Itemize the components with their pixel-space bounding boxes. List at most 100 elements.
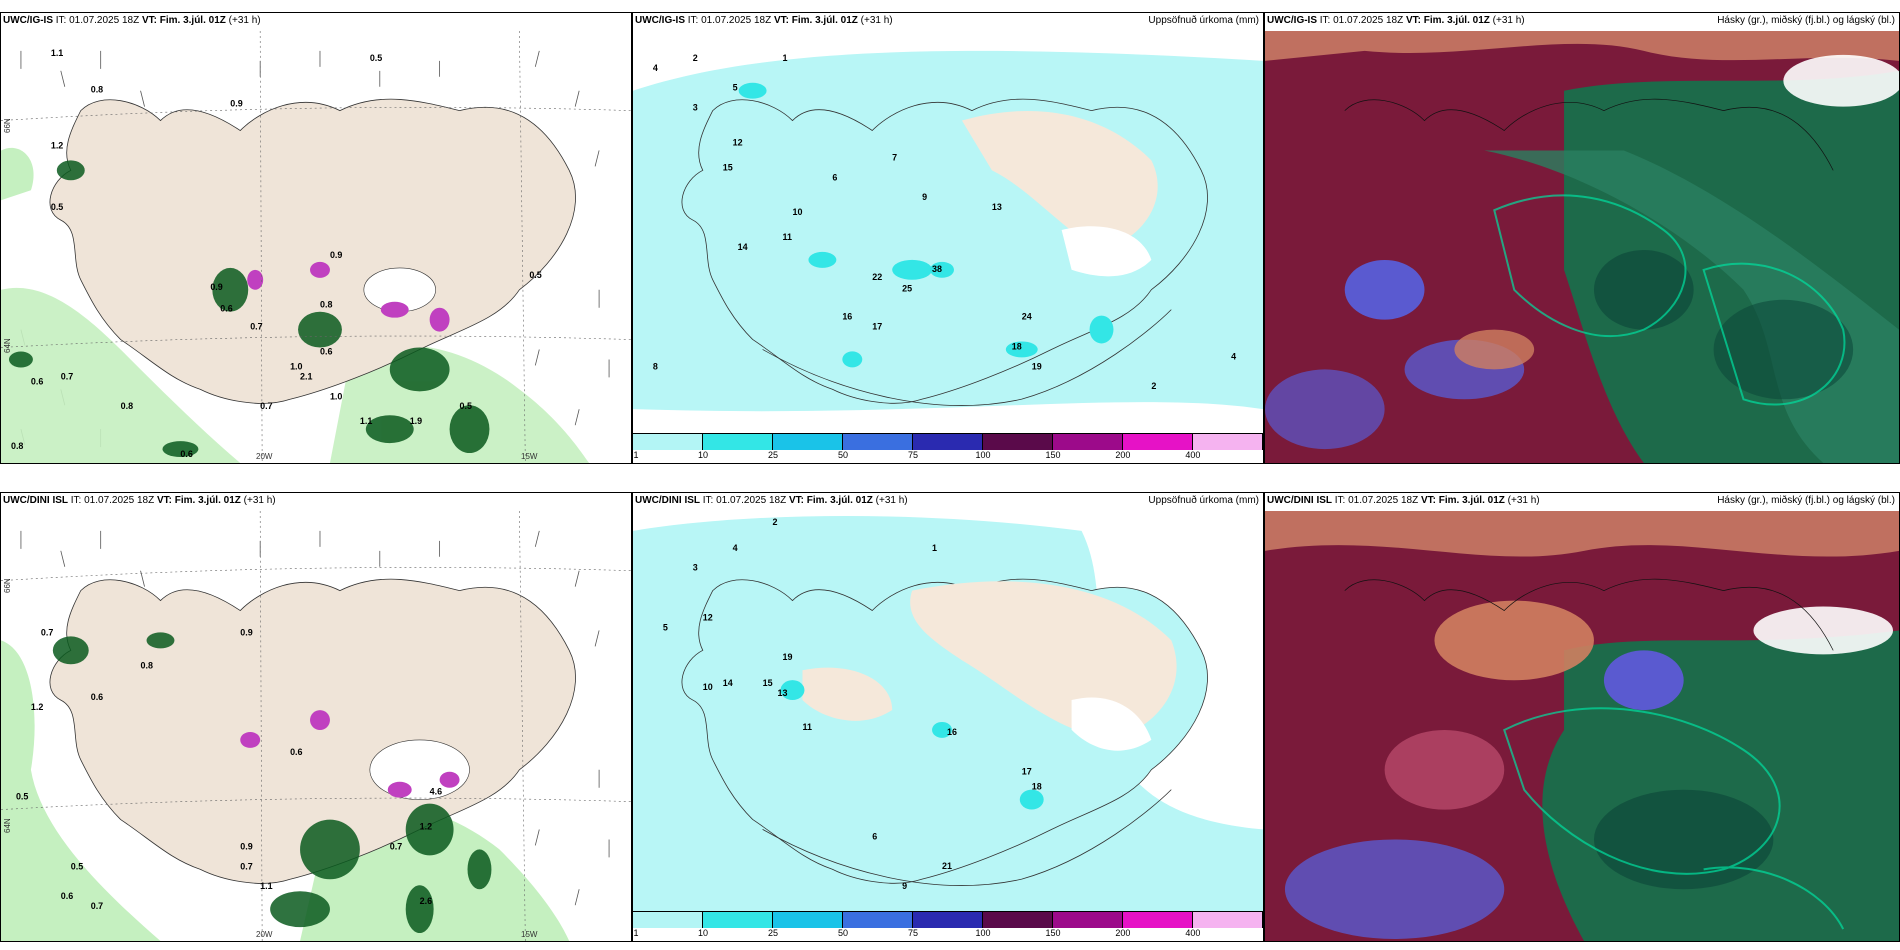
panel-header: UWC/DINI ISL IT: 01.07.2025 18Z VT: Fim.… <box>635 495 908 506</box>
svg-text:1: 1 <box>932 543 937 553</box>
colorbar-label: 200 <box>1115 450 1131 460</box>
panel-wind-top: UWC/IG-IS IT: 01.07.2025 18Z VT: Fim. 3.… <box>0 12 632 464</box>
svg-text:0.6: 0.6 <box>180 449 192 459</box>
svg-text:3: 3 <box>693 563 698 573</box>
svg-text:0.6: 0.6 <box>290 747 302 757</box>
colorbar-swatch <box>1123 912 1193 928</box>
cloud-title: Hásky (gr.), miðský (fj.bl.) og lágský (… <box>1717 495 1895 506</box>
colorbar-label: 100 <box>975 450 991 460</box>
svg-text:2.1: 2.1 <box>300 371 312 381</box>
svg-text:10: 10 <box>703 682 713 692</box>
svg-text:2: 2 <box>773 517 778 527</box>
svg-text:4: 4 <box>733 543 738 553</box>
colorbar-swatch <box>843 434 913 450</box>
lon-label: 20W <box>256 452 273 461</box>
svg-text:4.6: 4.6 <box>430 787 442 797</box>
svg-text:15: 15 <box>763 678 773 688</box>
cloud-map[interactable] <box>1265 31 1899 463</box>
panel-cloud-bottom: UWC/DINI ISL IT: 01.07.2025 18Z VT: Fim.… <box>1264 492 1900 942</box>
svg-text:1: 1 <box>783 53 788 63</box>
svg-text:8: 8 <box>653 361 658 371</box>
panel-wind-bottom: UWC/DINI ISL IT: 01.07.2025 18Z VT: Fim.… <box>0 492 632 942</box>
colorbar-label: 25 <box>767 450 778 460</box>
svg-text:5: 5 <box>733 83 738 93</box>
panel-header: UWC/IG-IS IT: 01.07.2025 18Z VT: Fim. 3.… <box>1267 15 1525 26</box>
colorbar-label: 25 <box>767 928 778 938</box>
svg-text:1.2: 1.2 <box>420 822 432 832</box>
colorbar-label: 100 <box>975 928 991 938</box>
svg-text:12: 12 <box>703 612 713 622</box>
precip-value-labels: 4 2 1 5 3 12 15 14 10 6 11 7 9 13 18 16 … <box>653 53 1236 391</box>
svg-text:0.9: 0.9 <box>240 627 252 637</box>
colorbar-swatch <box>1193 434 1263 450</box>
precip-value-labels: 2 4 3 1 5 10 12 14 15 13 19 11 16 17 18 … <box>663 517 1042 891</box>
precip-map[interactable]: 4 2 1 5 3 12 15 14 10 6 11 7 9 13 18 16 … <box>633 31 1263 433</box>
lat-label: 64N <box>3 818 12 833</box>
svg-text:6: 6 <box>832 172 837 182</box>
colorbar-swatch <box>1053 434 1123 450</box>
lon-label: 15W <box>521 930 538 939</box>
svg-text:1.1: 1.1 <box>260 881 272 891</box>
svg-text:14: 14 <box>723 678 733 688</box>
svg-text:7: 7 <box>892 152 897 162</box>
panel-header: UWC/DINI ISL IT: 01.07.2025 18Z VT: Fim.… <box>3 495 276 506</box>
svg-text:0.6: 0.6 <box>31 376 43 386</box>
precip-map[interactable]: 2 4 3 1 5 10 12 14 15 13 19 11 16 17 18 … <box>633 511 1263 911</box>
svg-text:18: 18 <box>1012 341 1022 351</box>
svg-text:9: 9 <box>902 881 907 891</box>
svg-text:13: 13 <box>778 688 788 698</box>
svg-text:1.2: 1.2 <box>31 702 43 712</box>
colorbar-label: 50 <box>837 928 848 938</box>
colorbar-swatch <box>633 912 703 928</box>
panel-header: UWC/DINI ISL IT: 01.07.2025 18Z VT: Fim.… <box>1267 495 1540 506</box>
svg-text:24: 24 <box>1022 312 1032 322</box>
svg-text:19: 19 <box>1032 361 1042 371</box>
precip-colorbar: 1 10 25 50 75 100 150 200 400 <box>633 433 1263 463</box>
panel-precip-top: UWC/IG-IS IT: 01.07.2025 18Z VT: Fim. 3.… <box>632 12 1264 464</box>
svg-text:1.9: 1.9 <box>410 416 422 426</box>
colorbar-swatch <box>773 434 843 450</box>
colorbar-swatch <box>843 912 913 928</box>
svg-text:0.7: 0.7 <box>240 861 252 871</box>
svg-text:1.1: 1.1 <box>51 48 63 58</box>
svg-text:1.0: 1.0 <box>290 361 302 371</box>
wind-map[interactable]: 1.1 0.5 0.8 0.9 1.2 0.5 0.9 0.7 0.6 0.9 … <box>1 31 631 463</box>
colorbar-swatches <box>633 433 1263 450</box>
panel-header: UWC/IG-IS IT: 01.07.2025 18Z VT: Fim. 3.… <box>635 15 893 26</box>
svg-text:0.8: 0.8 <box>11 441 23 451</box>
lat-label: 66N <box>3 118 12 133</box>
colorbar-label: 150 <box>1045 450 1061 460</box>
svg-text:11: 11 <box>783 232 792 242</box>
precip-title: Uppsöfnuð úrkoma (mm) <box>1148 15 1259 26</box>
panel-cloud-top: UWC/IG-IS IT: 01.07.2025 18Z VT: Fim. 3.… <box>1264 12 1900 464</box>
svg-text:0.9: 0.9 <box>230 99 242 109</box>
cloud-map[interactable] <box>1265 511 1899 941</box>
svg-text:14: 14 <box>738 242 748 252</box>
svg-text:18: 18 <box>1032 782 1042 792</box>
lat-label: 66N <box>3 578 12 593</box>
svg-text:0.8: 0.8 <box>320 300 332 310</box>
wind-value-labels: 1.1 0.5 0.8 0.9 1.2 0.5 0.9 0.7 0.6 0.9 … <box>11 48 542 459</box>
colorbar-swatch <box>983 434 1053 450</box>
svg-text:11: 11 <box>802 722 811 732</box>
svg-text:16: 16 <box>842 312 852 322</box>
colorbar-label: 150 <box>1045 928 1061 938</box>
svg-text:16: 16 <box>947 727 957 737</box>
svg-text:2: 2 <box>693 53 698 63</box>
precip-colorbar: 1 10 25 50 75 100 150 200 400 <box>633 911 1263 941</box>
svg-text:0.7: 0.7 <box>260 401 272 411</box>
svg-text:17: 17 <box>1022 767 1032 777</box>
svg-text:0.7: 0.7 <box>390 841 402 851</box>
svg-text:0.9: 0.9 <box>330 250 342 260</box>
svg-text:0.6: 0.6 <box>91 692 103 702</box>
svg-text:0.9: 0.9 <box>240 841 252 851</box>
svg-text:3: 3 <box>693 103 698 113</box>
svg-text:4: 4 <box>1231 351 1236 361</box>
svg-text:1.2: 1.2 <box>51 140 63 150</box>
svg-text:9: 9 <box>922 192 927 202</box>
wind-map[interactable]: 0.7 0.9 1.2 0.6 0.8 0.5 0.9 0.6 0.7 1.2 … <box>1 511 631 941</box>
colorbar-label: 1 <box>633 928 639 938</box>
lon-label: 20W <box>256 930 273 939</box>
svg-text:0.9: 0.9 <box>210 282 222 292</box>
svg-text:19: 19 <box>783 652 793 662</box>
